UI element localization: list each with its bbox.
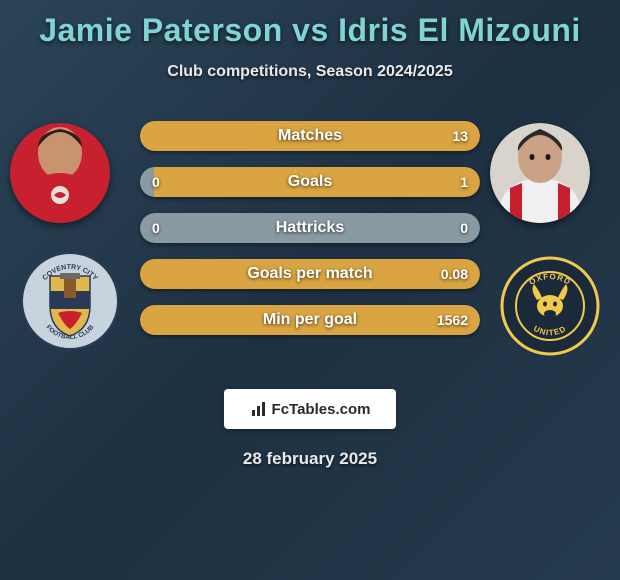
stat-value-right: 0	[460, 213, 468, 243]
stat-row-matches: Matches 13	[140, 121, 480, 151]
stat-value-right: 1	[460, 167, 468, 197]
stat-row-mpg: Min per goal 1562	[140, 305, 480, 335]
stat-value-right: 13	[452, 121, 468, 151]
stat-label: Min per goal	[140, 305, 480, 335]
stat-label: Goals per match	[140, 259, 480, 289]
club-right-crest: OXFORD UNITED	[500, 256, 600, 356]
stat-label: Hattricks	[140, 213, 480, 243]
stat-row-gpm: Goals per match 0.08	[140, 259, 480, 289]
stat-value-right: 1562	[437, 305, 468, 335]
comparison-date: 28 february 2025	[0, 449, 620, 469]
comparison-title: Jamie Paterson vs Idris El Mizouni	[0, 0, 620, 49]
stat-row-hattricks: 0 Hattricks 0	[140, 213, 480, 243]
club-left-crest: COVENTRY CITY FOOTBALL CLUB	[20, 251, 120, 351]
stats-area: COVENTRY CITY FOOTBALL CLUB OXFORD UNITE…	[0, 121, 620, 371]
stat-value-right: 0.08	[441, 259, 468, 289]
watermark-text: FcTables.com	[272, 401, 371, 418]
stat-label: Goals	[140, 167, 480, 197]
player-right-avatar	[490, 123, 590, 223]
stat-label: Matches	[140, 121, 480, 151]
chart-icon	[250, 400, 268, 418]
watermark: FcTables.com	[224, 389, 396, 429]
stat-rows: Matches 13 0 Goals 1 0 Hattricks 0 Goals…	[140, 121, 480, 351]
comparison-subtitle: Club competitions, Season 2024/2025	[0, 63, 620, 81]
stat-row-goals: 0 Goals 1	[140, 167, 480, 197]
player-left-avatar	[10, 123, 110, 223]
